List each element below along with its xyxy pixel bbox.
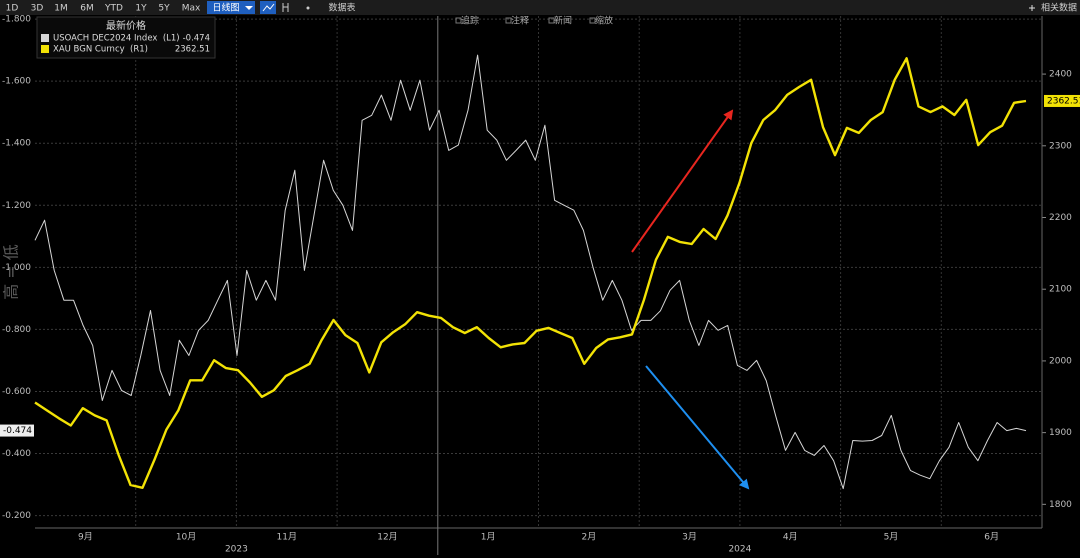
y-tick-label: -1.200 — [2, 201, 31, 211]
legend-name: XAU BGN Curncy (R1) — [53, 45, 148, 55]
y2-tick-label: 2300 — [1049, 141, 1072, 151]
toolbar-items: 1D 3D 1M 6M YTD 1Y 5Y Max 日线图 数据表 相关数据 — [6, 1, 1077, 14]
plus-icon[interactable] — [1029, 5, 1035, 11]
legend-name: USOACH DEC2024 Index (L1) — [53, 34, 180, 44]
y2-tick-label: 1900 — [1049, 428, 1072, 438]
legend-swatch — [41, 34, 49, 42]
range-button[interactable]: YTD — [104, 4, 123, 14]
series-lines — [34, 54, 1027, 490]
y-tick-label: -0.600 — [2, 387, 31, 397]
range-button[interactable]: Max — [182, 4, 201, 14]
grid: -1.800 -1.600 -1.400 -1.200 -1.000 -0.800 -0.6… — [2, 15, 1072, 555]
year-label: 2023 — [225, 545, 248, 555]
y-note: 高 = 低 — [2, 244, 21, 300]
related-button[interactable]: 相关数据 — [1041, 2, 1077, 14]
x-tick-label: 1月 — [481, 532, 496, 543]
last-value-tag — [0, 424, 34, 437]
y2-tick-label: 2100 — [1049, 285, 1072, 295]
chart-button[interactable]: 日线图 — [212, 2, 239, 14]
up-arrow — [631, 109, 734, 253]
x-tick-label: 2月 — [581, 532, 596, 543]
tool-icon[interactable] — [548, 17, 555, 24]
series-line — [34, 57, 1027, 489]
legend-swatch — [41, 45, 49, 53]
range-button[interactable]: 3D — [31, 4, 44, 14]
x-tick-label: 4月 — [783, 532, 798, 543]
range-button[interactable]: 5Y — [158, 4, 170, 14]
range-button[interactable]: 1Y — [135, 4, 147, 14]
tool-icon[interactable] — [505, 17, 512, 24]
tool-icon[interactable] — [589, 17, 596, 24]
legend-value: 2362.51 — [175, 45, 210, 55]
plot-tool[interactable]: 注释 — [511, 15, 529, 27]
chart-button-bg[interactable] — [207, 1, 255, 14]
legend-title: 最新价格 — [106, 19, 146, 32]
y2-tick-label: 2000 — [1049, 356, 1072, 366]
plot-tool[interactable]: 新闻 — [554, 15, 572, 27]
y-tick-label: -0.200 — [2, 511, 31, 521]
x-tick-label: 9月 — [78, 532, 93, 543]
y-tick-label: -1.400 — [2, 139, 31, 149]
last-value-label: -0.474 — [3, 426, 32, 436]
down-arrow — [645, 365, 750, 490]
y-tick-label: -1.600 — [2, 77, 31, 87]
x-tick-label: 3月 — [682, 532, 697, 543]
tool-icon[interactable] — [455, 17, 462, 24]
line-icon[interactable] — [262, 3, 275, 12]
year-label: 2024 — [728, 545, 751, 555]
x-tick-label: 12月 — [377, 532, 397, 543]
plot-tool[interactable]: 追踪 — [461, 15, 479, 27]
y-tick-label: -1.800 — [2, 15, 31, 25]
dot-icon[interactable] — [306, 6, 310, 10]
axis-icon[interactable] — [282, 3, 289, 12]
series-line — [34, 54, 1027, 490]
y2-tick-label: 1800 — [1049, 500, 1072, 510]
last-value-tag — [1044, 94, 1080, 107]
range-button[interactable]: 1M — [54, 4, 68, 14]
x-tick-label: 6月 — [984, 532, 999, 543]
range-button[interactable]: 6M — [80, 4, 94, 14]
y-tick-label: -0.800 — [2, 325, 31, 335]
plot-tool[interactable]: 缩放 — [595, 15, 613, 27]
table-button[interactable]: 数据表 — [328, 2, 355, 14]
last-value-label: 2362.51 — [1047, 96, 1080, 106]
x-tick-label: 11月 — [277, 532, 297, 543]
y2-tick-label: 2200 — [1049, 213, 1072, 223]
y-tick-label: -0.400 — [2, 449, 31, 459]
x-tick-label: 5月 — [884, 532, 899, 543]
x-tick-label: 10月 — [176, 532, 196, 543]
dropdown-icon[interactable] — [245, 6, 253, 10]
y-tick-label: -1.000 — [2, 263, 31, 273]
legend-value: -0.474 — [183, 34, 210, 44]
range-button[interactable]: 1D — [6, 4, 19, 14]
legend-box — [36, 16, 216, 59]
y2-tick-label: 2400 — [1049, 70, 1072, 80]
